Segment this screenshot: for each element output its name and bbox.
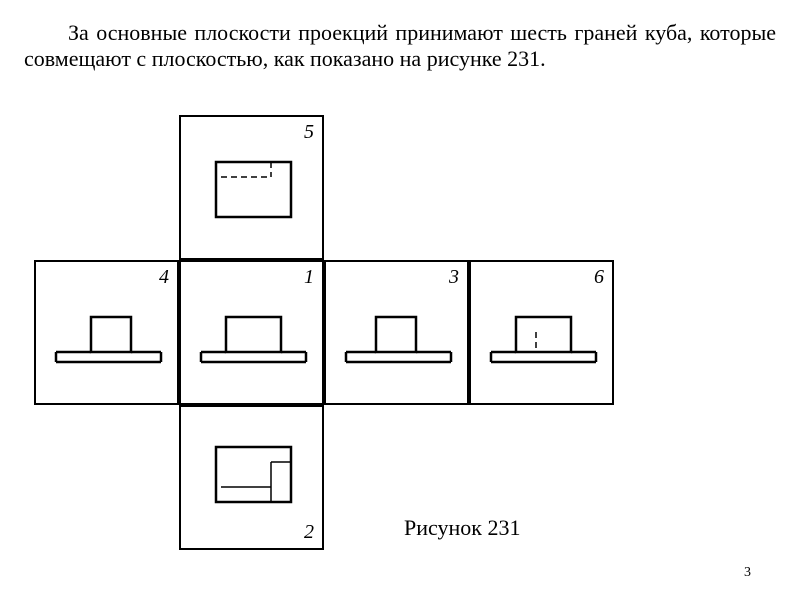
- projection-panel-4: 4: [34, 260, 179, 405]
- projection-panel-5: 5: [179, 115, 324, 260]
- page-number: 3: [744, 565, 751, 581]
- projection-panel-2: 2: [179, 405, 324, 550]
- panel-label: 5: [304, 121, 314, 144]
- intro-paragraph: За основные плоскости проекций принимают…: [24, 20, 776, 73]
- panel-label: 2: [304, 521, 314, 544]
- figure-caption: Рисунок 231: [404, 515, 520, 541]
- panel-label: 1: [304, 266, 314, 289]
- panel-label: 3: [449, 266, 459, 289]
- projection-panel-1: 1: [179, 260, 324, 405]
- panel-label: 4: [159, 266, 169, 289]
- projection-panel-3: 3: [324, 260, 469, 405]
- panel-label: 6: [594, 266, 604, 289]
- figure-231: Рисунок 231 3 5 4 1 3 6 2: [24, 115, 776, 595]
- projection-panel-6: 6: [469, 260, 614, 405]
